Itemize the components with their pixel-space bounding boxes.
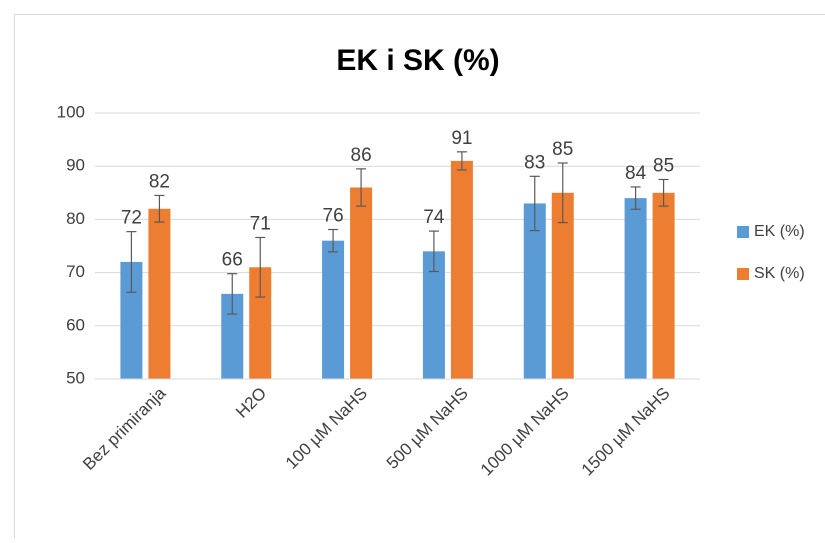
data-label: 72 (121, 208, 142, 229)
legend-swatch (737, 226, 749, 238)
legend-label: EK (%) (754, 223, 805, 240)
bar (451, 161, 473, 379)
data-label: 82 (149, 171, 170, 192)
bar (625, 198, 647, 379)
y-tick-label: 50 (66, 368, 85, 387)
y-tick-label: 90 (66, 156, 85, 175)
data-label: 74 (423, 207, 445, 228)
y-tick-label: 70 (66, 262, 85, 281)
legend-label: SK (%) (754, 265, 805, 282)
bar (653, 193, 675, 379)
data-label: 66 (222, 250, 243, 271)
y-tick-label: 100 (57, 102, 85, 121)
bar (350, 187, 372, 379)
chart-title: EK i SK (%) (336, 44, 499, 77)
bar (322, 241, 344, 379)
data-label: 91 (451, 128, 472, 149)
data-label: 85 (552, 139, 573, 160)
legend-swatch (737, 268, 749, 280)
y-tick-label: 60 (66, 315, 85, 334)
data-label: 86 (351, 145, 372, 166)
data-label: 84 (625, 163, 647, 184)
data-label: 85 (653, 156, 674, 177)
y-tick-label: 80 (66, 209, 85, 228)
bar (148, 209, 170, 379)
data-label: 76 (323, 206, 344, 227)
data-label: 83 (524, 152, 545, 173)
data-label: 71 (250, 214, 271, 235)
